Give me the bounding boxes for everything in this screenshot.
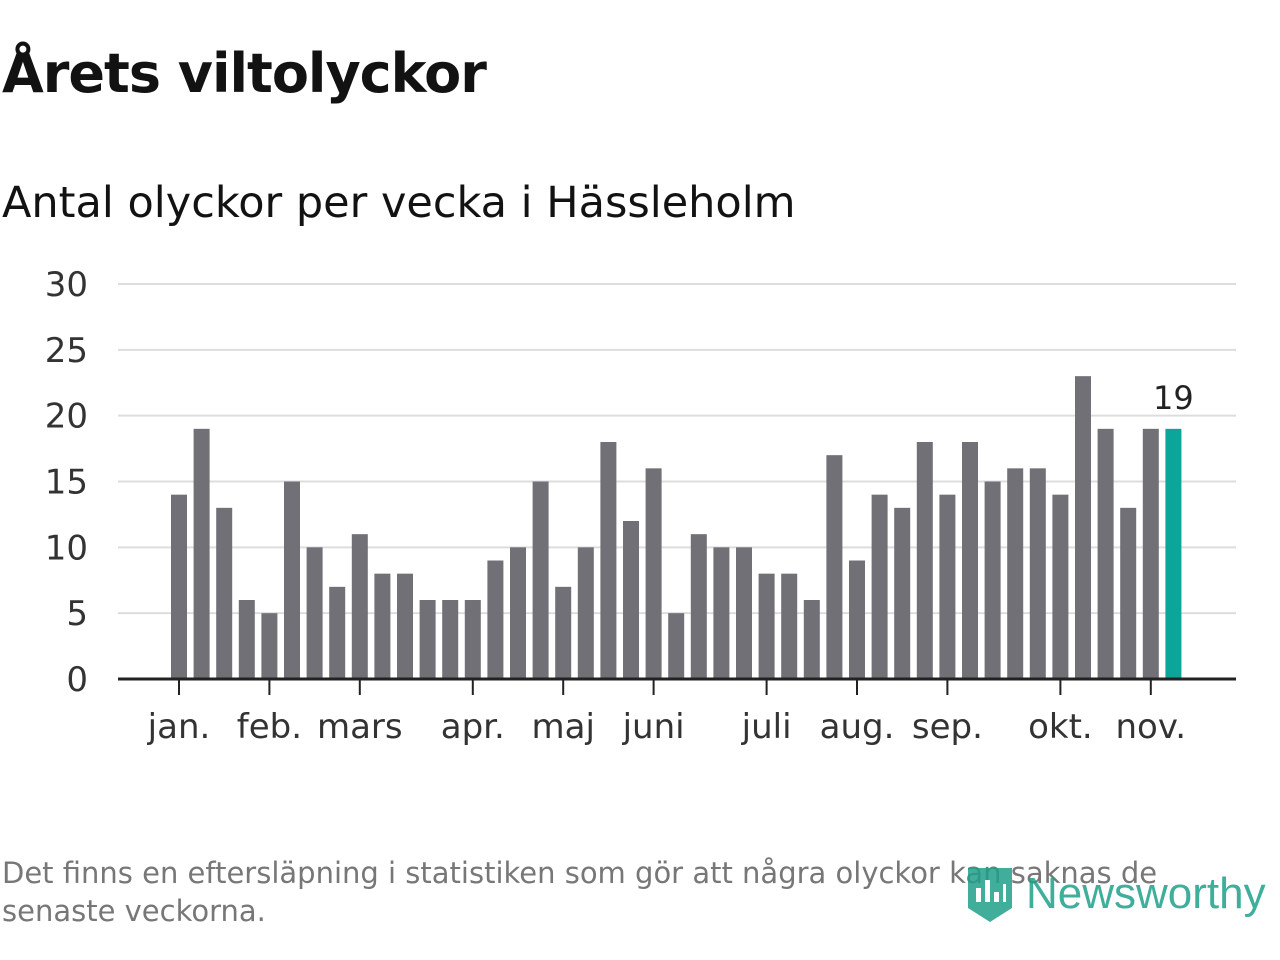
bar xyxy=(1142,428,1159,679)
x-tick-label: apr. xyxy=(441,707,505,747)
bar xyxy=(803,600,820,679)
x-axis-tick-labels: jan. feb. mars apr. maj juni juli aug. sep. okt. n… xyxy=(147,707,1186,747)
newsworthy-logo: Newsworthy xyxy=(964,862,1266,926)
bar xyxy=(962,442,978,679)
y-axis-tick-labels: 0 5 10 15 20 25 30 xyxy=(45,265,88,700)
x-tick-label: juli xyxy=(741,707,792,747)
bar xyxy=(238,600,255,679)
x-tick-label: nov. xyxy=(1115,707,1186,747)
bar xyxy=(464,600,481,679)
bar xyxy=(284,481,300,679)
y-tick-label: 30 xyxy=(45,265,88,305)
x-tick-label: mars xyxy=(317,707,403,747)
bar xyxy=(261,613,278,679)
bar xyxy=(939,494,956,679)
bar xyxy=(713,547,730,679)
bar xyxy=(171,494,187,679)
bar xyxy=(351,534,368,679)
x-tick-label: sep. xyxy=(912,707,983,747)
bar xyxy=(532,481,549,679)
footnote: Det finns en eftersläpning i statistiken… xyxy=(2,856,1158,928)
y-tick-label: 15 xyxy=(45,463,88,503)
x-tick-label: aug. xyxy=(820,707,895,747)
bar xyxy=(871,494,888,679)
bar xyxy=(849,560,865,679)
bar xyxy=(916,442,933,679)
x-tick-label: maj xyxy=(531,707,594,747)
bar xyxy=(1029,468,1046,679)
bar xyxy=(1007,468,1024,679)
chart-title: Årets viltolyckor xyxy=(2,42,487,105)
bar xyxy=(645,468,662,679)
bar xyxy=(374,573,391,679)
y-tick-label: 0 xyxy=(66,660,88,700)
highlight-bar xyxy=(1165,428,1182,679)
y-tick-label: 20 xyxy=(45,397,88,437)
newsworthy-logo-icon xyxy=(968,868,1012,922)
bar xyxy=(397,573,413,679)
data-labels: 19 xyxy=(1153,379,1194,417)
bars xyxy=(171,376,1182,679)
x-tick-label: okt. xyxy=(1028,707,1093,747)
x-axis xyxy=(118,677,1236,695)
bar xyxy=(216,507,233,679)
bar xyxy=(690,534,707,679)
bar xyxy=(668,613,685,679)
bar xyxy=(577,547,594,679)
bar xyxy=(600,442,617,679)
y-tick-label: 5 xyxy=(66,594,88,634)
bar xyxy=(1075,376,1091,679)
chart-subtitle: Antal olyckor per vecka i Hässleholm xyxy=(2,178,796,228)
x-tick-label: juni xyxy=(622,707,685,747)
bar xyxy=(826,455,843,679)
bar xyxy=(193,428,210,679)
bar xyxy=(623,521,639,679)
highlight-value-label: 19 xyxy=(1153,379,1194,417)
brand-name: Newsworthy xyxy=(1026,869,1266,918)
bar xyxy=(442,600,459,679)
y-tick-label: 25 xyxy=(45,331,88,371)
bar xyxy=(306,547,323,679)
bar xyxy=(1052,494,1069,679)
bar xyxy=(555,586,572,679)
bar xyxy=(329,586,346,679)
bar xyxy=(419,600,436,679)
bar xyxy=(510,547,526,679)
bar-chart: 0 5 10 15 20 25 30 jan. feb. mars apr. maj juni juli… xyxy=(45,265,1236,747)
bar xyxy=(781,573,798,679)
bar xyxy=(487,560,504,679)
x-tick-label: feb. xyxy=(237,707,302,747)
bar xyxy=(736,547,752,679)
bar xyxy=(1097,428,1114,679)
x-tick-label: jan. xyxy=(147,707,211,747)
bar xyxy=(1120,507,1137,679)
bar xyxy=(984,481,1001,679)
y-tick-label: 10 xyxy=(45,528,88,568)
bar xyxy=(894,507,911,679)
bar xyxy=(758,573,775,679)
